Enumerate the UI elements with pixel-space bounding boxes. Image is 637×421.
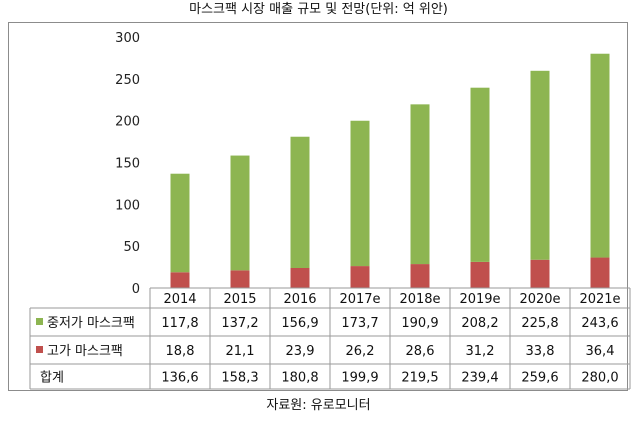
stacked-bar-chart: 0 50 100 150 200 250 300 2014 2015 2016 2017e 2018e…	[29, 31, 631, 390]
data-label-midlow-5: 208,2	[461, 316, 498, 331]
data-label-midlow-1: 137,2	[221, 316, 258, 331]
source-note: 자료원: 유로모니터	[266, 398, 371, 413]
data-label-midlow-0: 117,8	[161, 316, 198, 331]
legend-label-midlow: 중저가 마스크팩	[47, 316, 135, 331]
data-label-total-4: 219,5	[401, 371, 438, 386]
x-tick-label-3: 2017e	[339, 292, 380, 307]
data-label-premium-5: 31,2	[466, 344, 495, 359]
bar-premium-6	[530, 259, 550, 288]
data-label-midlow-7: 243,6	[581, 316, 618, 331]
y-tick-label-2: 100	[115, 198, 140, 213]
legend-label-total: 합계	[40, 371, 64, 386]
bar-premium-7	[590, 257, 610, 288]
data-label-premium-2: 23,9	[286, 344, 315, 359]
data-label-premium-6: 33,8	[526, 344, 555, 359]
bar-midlow-5	[470, 87, 490, 262]
bar-premium-3	[350, 266, 370, 288]
x-tick-label-2: 2016	[283, 292, 316, 307]
data-label-midlow-6: 225,8	[521, 316, 558, 331]
bar-midlow-2	[290, 136, 310, 269]
data-label-premium-4: 28,6	[406, 344, 435, 359]
x-tick-label-6: 2020e	[519, 292, 560, 307]
bar-midlow-6	[530, 70, 550, 260]
chart-title: 마스크팩 시장 매출 규모 및 전망(단위: 억 위안)	[189, 2, 448, 17]
legend-swatch-midlow	[36, 318, 43, 325]
data-label-premium-3: 26,2	[346, 344, 375, 359]
bar-premium-4	[410, 264, 430, 288]
y-tick-label-5: 250	[115, 73, 140, 88]
x-tick-label-0: 2014	[163, 292, 196, 307]
bar-midlow-7	[590, 53, 610, 258]
data-label-midlow-3: 173,7	[341, 316, 378, 331]
bar-midlow-1	[230, 155, 250, 271]
data-label-total-2: 180,8	[281, 371, 318, 386]
data-label-premium-7: 36,4	[586, 344, 615, 359]
bar-midlow-3	[350, 120, 370, 267]
y-tick-label-6: 300	[115, 31, 140, 46]
data-label-premium-0: 18,8	[166, 344, 195, 359]
data-label-total-5: 239,4	[461, 371, 498, 386]
data-label-total-1: 158,3	[221, 371, 258, 386]
legend-swatch-premium	[36, 346, 43, 353]
data-label-midlow-4: 190,9	[401, 316, 438, 331]
x-tick-label-7: 2021e	[579, 292, 620, 307]
bar-midlow-0	[170, 173, 190, 273]
bar-premium-5	[470, 261, 490, 288]
chart-frame	[8, 22, 628, 391]
y-tick-label-4: 200	[115, 115, 140, 130]
data-label-total-3: 199,9	[341, 371, 378, 386]
bar-premium-0	[170, 272, 190, 288]
x-tick-label-1: 2015	[223, 292, 256, 307]
y-tick-label-0: 0	[132, 282, 140, 297]
data-label-premium-1: 21,1	[226, 344, 255, 359]
data-label-midlow-2: 156,9	[281, 316, 318, 331]
y-tick-label-1: 50	[123, 240, 140, 255]
data-label-total-7: 280,0	[581, 371, 618, 386]
bar-premium-1	[230, 270, 250, 288]
x-tick-label-5: 2019e	[459, 292, 500, 307]
bar-midlow-4	[410, 104, 430, 265]
data-label-total-6: 259,6	[521, 371, 558, 386]
y-tick-label-3: 150	[115, 157, 140, 172]
legend-label-premium: 고가 마스크팩	[47, 344, 123, 359]
x-tick-label-4: 2018e	[399, 292, 440, 307]
bar-premium-2	[290, 268, 310, 288]
data-label-total-0: 136,6	[161, 371, 198, 386]
